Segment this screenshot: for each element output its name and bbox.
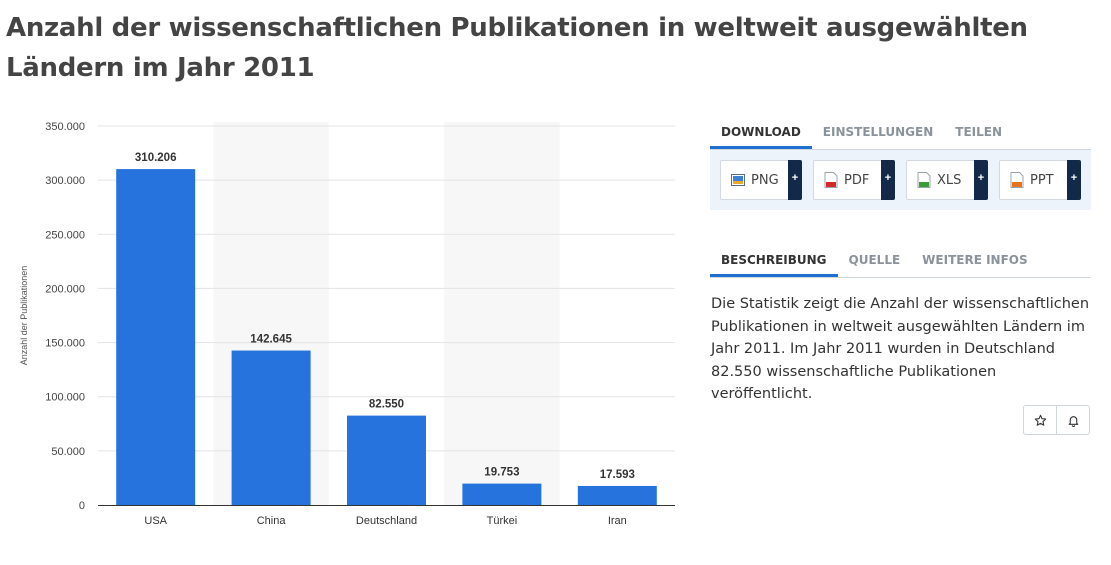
xls-download-button[interactable]: XLS + xyxy=(906,160,988,200)
download-panel: PNG + PDF + XLS + PPT + xyxy=(710,150,1091,210)
star-icon xyxy=(1034,414,1046,426)
tab-download[interactable]: DOWNLOAD xyxy=(710,114,812,149)
xls-label: XLS xyxy=(937,172,962,188)
pdf-download-button[interactable]: PDF + xyxy=(813,160,895,200)
info-tabs: BESCHREIBUNG QUELLE WEITERE INFOS xyxy=(710,242,1091,278)
bar-chart: 0 50.000 100.000 150.000 200.000 250.000 300.0… xyxy=(19,121,675,527)
png-download-button[interactable]: PNG + xyxy=(720,160,802,200)
ppt-plus-icon[interactable]: + xyxy=(1067,160,1081,200)
bar xyxy=(462,483,542,505)
favorite-button[interactable] xyxy=(1023,405,1057,435)
bar-value-label: 19.753 xyxy=(484,467,519,479)
pdf-plus-icon[interactable]: + xyxy=(881,160,895,200)
x-tick-label: Türkei xyxy=(487,515,518,527)
ppt-label: PPT xyxy=(1030,172,1054,188)
tab-quelle[interactable]: QUELLE xyxy=(848,253,901,267)
bar xyxy=(231,350,311,505)
y-tick-label: 250.000 xyxy=(45,229,85,241)
column-band xyxy=(444,122,560,505)
bar xyxy=(577,485,657,505)
tab-einstellungen[interactable]: EINSTELLUNGEN xyxy=(822,125,934,139)
x-tick-label: China xyxy=(257,515,287,527)
x-tick-label: Iran xyxy=(608,515,627,527)
bar-value-label: 142.645 xyxy=(250,334,292,346)
y-tick-label: 300.000 xyxy=(45,175,85,187)
bar xyxy=(116,169,196,505)
y-tick-label: 150.000 xyxy=(45,338,85,350)
y-tick-label: 100.000 xyxy=(45,392,85,404)
tab-teilen[interactable]: TEILEN xyxy=(955,125,1003,139)
pdf-label: PDF xyxy=(844,172,870,188)
png-plus-icon[interactable]: + xyxy=(788,160,802,200)
tab-weitere-infos[interactable]: WEITERE INFOS xyxy=(922,253,1028,267)
bell-icon xyxy=(1068,415,1078,427)
notification-button[interactable] xyxy=(1056,405,1090,435)
png-file-icon xyxy=(731,172,745,188)
y-tick-label: 350.000 xyxy=(45,121,85,133)
page-title: Anzahl der wissenschaftlichen Publikatio… xyxy=(6,13,1028,83)
xls-file-icon xyxy=(917,172,931,188)
ppt-download-button[interactable]: PPT + xyxy=(999,160,1081,200)
y-tick-label: 200.000 xyxy=(45,283,85,295)
x-tick-label: USA xyxy=(144,515,167,527)
pdf-file-icon xyxy=(824,172,838,188)
bar-value-label: 310.206 xyxy=(135,152,177,164)
png-label: PNG xyxy=(751,172,779,188)
y-axis-title: Anzahl der Publikationen xyxy=(19,266,29,366)
bar xyxy=(347,415,426,505)
description-text: Die Statistik zeigt die Anzahl der wisse… xyxy=(711,296,1090,402)
tab-beschreibung[interactable]: BESCHREIBUNG xyxy=(710,242,838,277)
ppt-file-icon xyxy=(1010,172,1024,188)
x-tick-label: Deutschland xyxy=(356,515,417,527)
y-tick-label: 50.000 xyxy=(51,446,85,458)
xls-plus-icon[interactable]: + xyxy=(974,160,988,200)
bar-value-label: 82.550 xyxy=(369,399,404,411)
bar-value-label: 17.593 xyxy=(600,469,635,481)
download-tabs: DOWNLOAD EINSTELLUNGEN TEILEN xyxy=(710,114,1091,150)
y-tick-label: 0 xyxy=(79,500,85,512)
